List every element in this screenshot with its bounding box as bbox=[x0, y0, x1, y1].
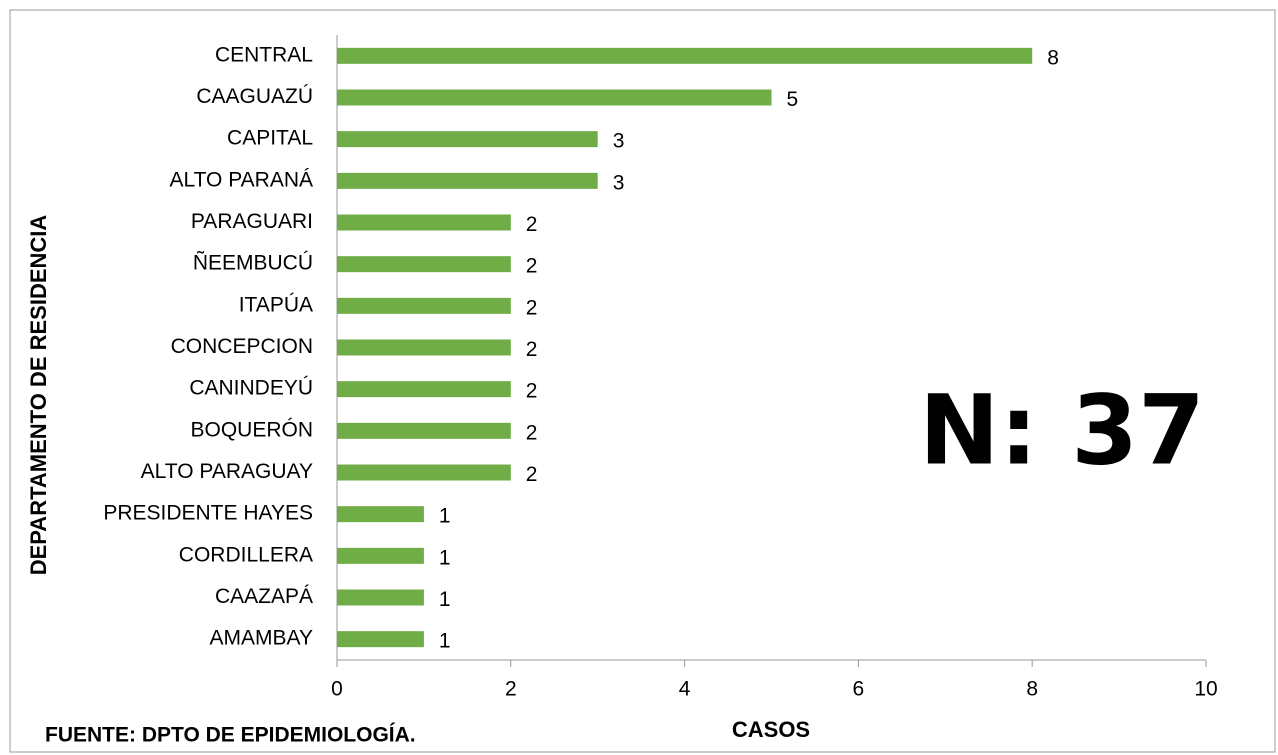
bar bbox=[337, 131, 598, 148]
bar bbox=[337, 297, 511, 314]
y-tick-label: ÑEEMBUCÚ bbox=[193, 251, 313, 275]
y-tick-label: CAAZAPÁ bbox=[215, 585, 313, 608]
x-tick-label: 2 bbox=[505, 678, 517, 701]
x-tick-label: 10 bbox=[1194, 678, 1217, 701]
y-tick-label: AMAMBAY bbox=[210, 627, 313, 650]
y-tick-label: CAAGUAZÚ bbox=[196, 85, 313, 108]
x-tick-label: 0 bbox=[331, 678, 343, 701]
bar bbox=[337, 339, 511, 356]
y-tick-label: PARAGUARI bbox=[191, 210, 313, 233]
y-tick-label: PRESIDENTE HAYES bbox=[103, 502, 313, 525]
y-tick-label: CONCEPCION bbox=[171, 335, 313, 358]
data-label: 1 bbox=[439, 505, 451, 528]
y-tick-label: ITAPÚA bbox=[239, 293, 313, 316]
y-tick-label: CENTRAL bbox=[215, 43, 313, 66]
source: FUENTE: DPTO DE EPIDEMIOLOGÍA. bbox=[45, 724, 416, 747]
bar bbox=[337, 381, 511, 398]
bar bbox=[337, 172, 598, 189]
bar bbox=[337, 47, 1033, 64]
data-label: 3 bbox=[613, 171, 625, 194]
data-label: 2 bbox=[526, 296, 538, 319]
data-label: 2 bbox=[526, 213, 538, 236]
data-label: 2 bbox=[526, 380, 538, 403]
data-label: 1 bbox=[439, 588, 451, 611]
bar bbox=[337, 547, 424, 564]
bar bbox=[337, 89, 772, 106]
bar bbox=[337, 506, 424, 523]
bar bbox=[337, 631, 424, 648]
bar bbox=[337, 214, 511, 231]
frame bbox=[9, 9, 1276, 753]
data-label: 1 bbox=[439, 546, 451, 569]
y-tick-label: CORDILLERA bbox=[179, 543, 313, 566]
x-tick-label: 8 bbox=[1026, 678, 1038, 701]
data-label: 2 bbox=[526, 463, 538, 486]
bar bbox=[337, 464, 511, 481]
y-tick-label: BOQUERÓN bbox=[190, 418, 313, 441]
data-label: 8 bbox=[1047, 46, 1059, 69]
data-label: 5 bbox=[787, 88, 799, 111]
y-tick-label: ALTO PARAGUAY bbox=[141, 460, 313, 483]
data-label: 2 bbox=[526, 338, 538, 361]
bar bbox=[337, 256, 511, 273]
y-tick-label: ALTO PARANÁ bbox=[169, 168, 313, 191]
data-label: 2 bbox=[526, 255, 538, 278]
bar bbox=[337, 422, 511, 439]
x-axis-title: CASOS bbox=[732, 717, 810, 742]
y-tick-label: CANINDEYÚ bbox=[189, 377, 313, 400]
bar bbox=[337, 589, 424, 606]
x-tick-label: 6 bbox=[853, 678, 865, 701]
data-label: 3 bbox=[613, 130, 625, 153]
y-axis-title: DEPARTAMENTO DE RESIDENCIA bbox=[26, 215, 51, 576]
y-tick-label: CAPITAL bbox=[227, 127, 313, 150]
data-label: 1 bbox=[439, 630, 451, 653]
annotation: N: 37 bbox=[919, 374, 1205, 486]
x-tick-label: 4 bbox=[679, 678, 691, 701]
data-label: 2 bbox=[526, 421, 538, 444]
